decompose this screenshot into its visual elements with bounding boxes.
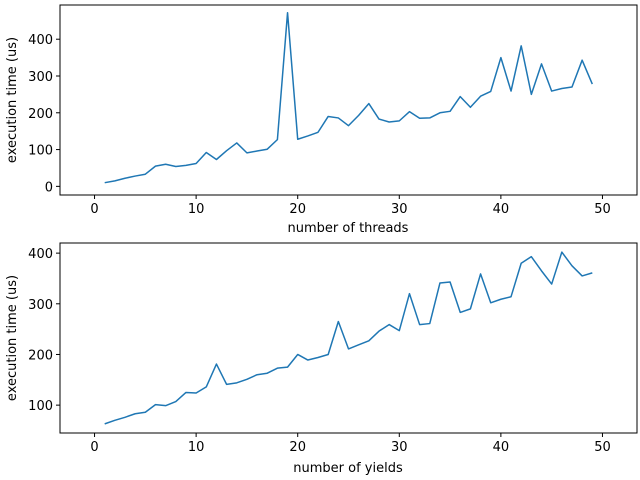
plot-area-threads xyxy=(59,4,638,196)
ticks-yields: 0 10 20 30 40 50 100 200 300 400 xyxy=(28,247,611,455)
y-tick-label-yields: 200 xyxy=(28,348,53,363)
x-tick-label-yields: 40 xyxy=(493,440,510,455)
series-line-yields xyxy=(104,251,593,425)
y-tick-label-threads: 100 xyxy=(28,144,53,159)
y-tick-label-yields: 300 xyxy=(28,298,53,313)
x-tick-label-yields: 20 xyxy=(289,440,306,455)
x-tick-label-threads: 50 xyxy=(594,202,611,217)
series-line-threads xyxy=(104,11,593,184)
x-tick-label-threads: 30 xyxy=(391,202,408,217)
x-tick-label-threads: 20 xyxy=(289,202,306,217)
y-tick-label-yields: 100 xyxy=(28,399,53,414)
y-tick-label-threads: 200 xyxy=(28,107,53,122)
x-tick-label-yields: 0 xyxy=(90,440,98,455)
y-tick-label-yields: 400 xyxy=(28,247,53,262)
x-tick-label-threads: 10 xyxy=(188,202,205,217)
x-tick-label-yields: 30 xyxy=(391,440,408,455)
x-axis-label-yields: number of yields xyxy=(293,461,403,476)
x-tick-label-threads: 40 xyxy=(493,202,510,217)
x-tick-label-yields: 10 xyxy=(188,440,205,455)
y-tick-label-threads: 0 xyxy=(45,180,53,195)
chart-threads: 0 10 20 30 40 50 0 100 200 300 400 number of threa… xyxy=(5,4,638,236)
x-tick-label-yields: 50 xyxy=(594,440,611,455)
x-axis-label-threads: number of threads xyxy=(288,221,409,236)
y-axis-label-threads: execution time (us) xyxy=(5,37,20,163)
y-tick-label-threads: 400 xyxy=(28,33,53,48)
x-tick-label-threads: 0 xyxy=(90,202,98,217)
plot-area-yields xyxy=(59,242,638,434)
chart-yields: 0 10 20 30 40 50 100 200 300 400 number of yields… xyxy=(5,242,638,476)
ticks-threads: 0 10 20 30 40 50 0 100 200 300 400 xyxy=(28,33,611,217)
y-axis-label-yields: execution time (us) xyxy=(5,275,20,401)
y-tick-label-threads: 300 xyxy=(28,70,53,85)
